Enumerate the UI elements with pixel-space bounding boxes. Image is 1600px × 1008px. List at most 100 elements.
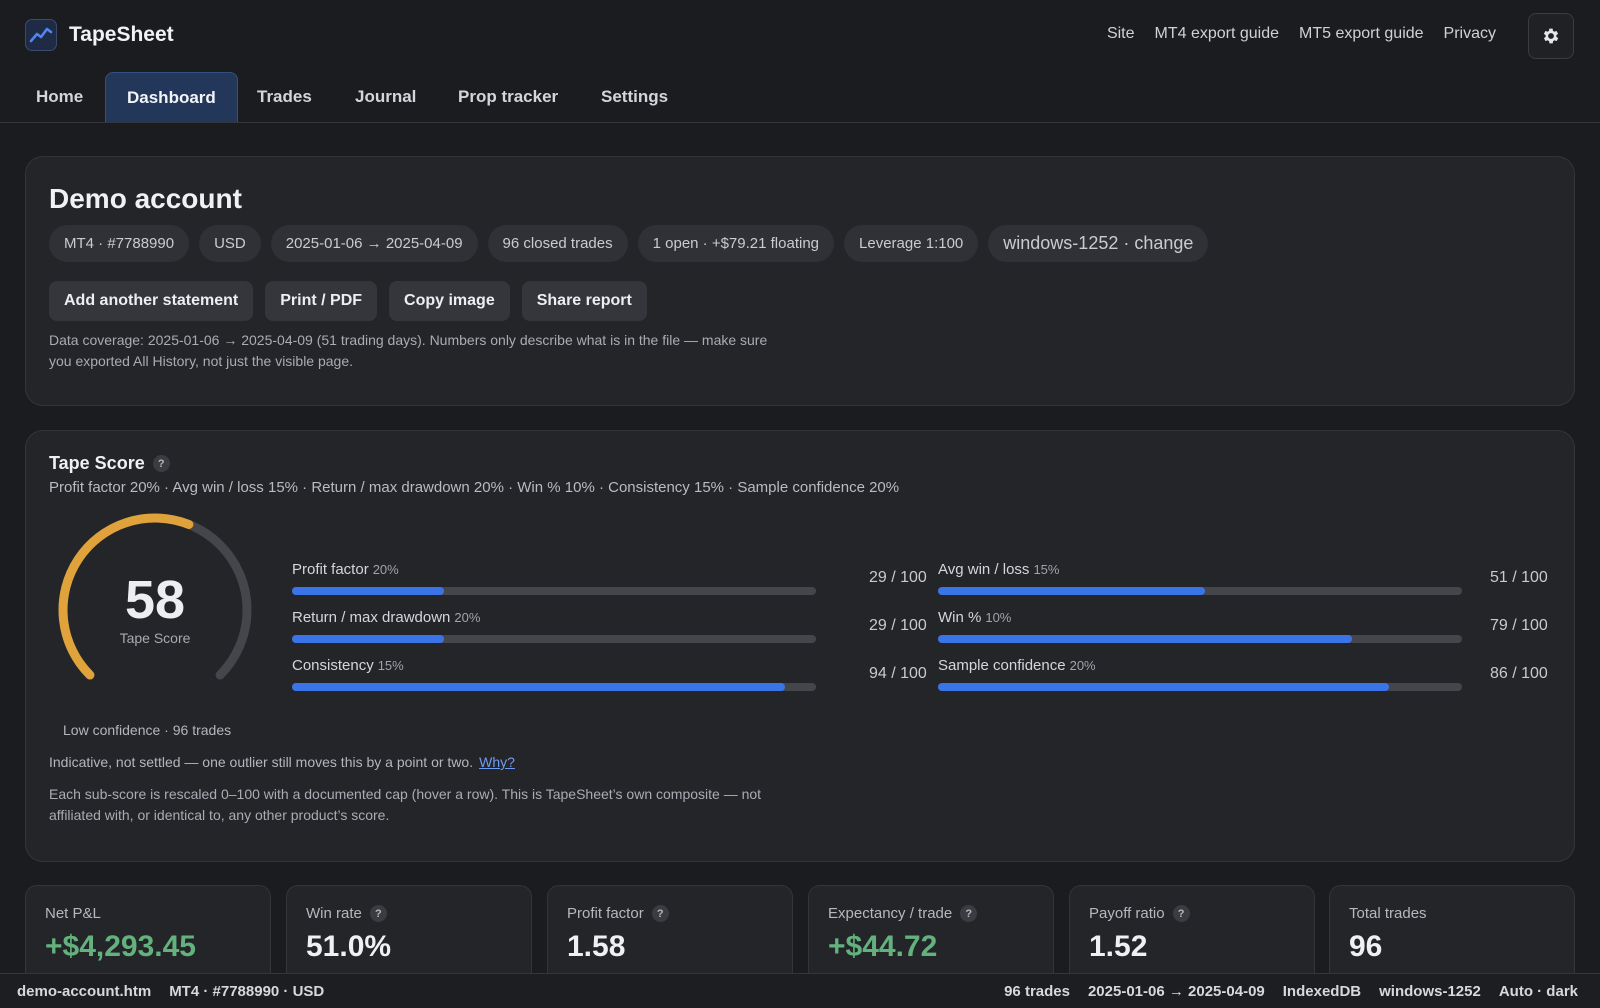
tape-score-footnote: Each sub-score is rescaled 0–100 with a … bbox=[49, 786, 762, 823]
subscore-fill bbox=[292, 683, 785, 691]
stat-label: Net P&L bbox=[45, 905, 101, 922]
subscore-name: Profit factor bbox=[292, 561, 369, 578]
stat-label: Expectancy / trade bbox=[828, 905, 953, 922]
stat-label: Win rate bbox=[306, 905, 362, 922]
subscore-name: Avg win / loss bbox=[938, 561, 1030, 578]
stat-profit-factor: Profit factor? 1.58 bbox=[547, 885, 793, 985]
tab-dashboard[interactable]: Dashboard bbox=[105, 72, 238, 122]
tab-settings[interactable]: Settings bbox=[601, 87, 669, 106]
account-actions: Add another statement Print / PDF Copy i… bbox=[49, 281, 647, 321]
main-tabs: Home Dashboard Trades Journal Prop track… bbox=[0, 72, 1600, 123]
tape-score-header: Tape Score ? bbox=[49, 453, 170, 474]
stat-value: +$4,293.45 bbox=[45, 930, 196, 963]
tape-score-label: Tape Score bbox=[119, 630, 191, 646]
subscore-weight: 20% bbox=[1069, 658, 1096, 673]
subscore-name: Consistency bbox=[292, 657, 374, 674]
subscore-weight: 20% bbox=[372, 562, 399, 577]
status-theme[interactable]: Auto · dark bbox=[1498, 983, 1578, 1000]
subscore-return-max-drawdown[interactable]: Return / max drawdown 20% 29 / 100 bbox=[292, 609, 932, 649]
help-icon[interactable]: ? bbox=[1172, 905, 1190, 922]
subscore-name: Sample confidence bbox=[938, 657, 1066, 674]
link-mt5-export-guide[interactable]: MT5 export guide bbox=[1299, 25, 1424, 42]
stat-value: 1.52 bbox=[1089, 930, 1148, 963]
stat-label: Total trades bbox=[1349, 905, 1427, 922]
subscore-value: 79 / 100 bbox=[1490, 617, 1548, 634]
stat-total-trades: Total trades 96 bbox=[1329, 885, 1575, 985]
link-mt4-export-guide[interactable]: MT4 export guide bbox=[1154, 25, 1280, 42]
subscore-name: Return / max drawdown bbox=[292, 609, 451, 626]
top-links: Site MT4 export guide MT5 export guide P… bbox=[1107, 25, 1496, 43]
low-confidence-note: Low confidence · 96 trades bbox=[63, 722, 232, 738]
why-link[interactable]: Why? bbox=[479, 754, 515, 770]
subscore-weight: 10% bbox=[985, 610, 1012, 625]
subscore-win-pct[interactable]: Win % 10% 79 / 100 bbox=[938, 609, 1578, 649]
tab-trades[interactable]: Trades bbox=[257, 87, 312, 106]
stat-value: 51.0% bbox=[306, 930, 392, 963]
chip-open-floating: 1 open · +$79.21 floating bbox=[637, 225, 835, 262]
tape-score-value: 58 bbox=[124, 570, 186, 630]
status-file: demo-account.htm bbox=[17, 983, 152, 1000]
subscore-consistency[interactable]: Consistency 15% 94 / 100 bbox=[292, 657, 932, 697]
stat-value: 96 bbox=[1349, 930, 1383, 963]
subscore-sample-confidence[interactable]: Sample confidence 20% 86 / 100 bbox=[938, 657, 1578, 697]
status-encoding: windows-1252 bbox=[1379, 983, 1481, 1000]
subscore-value: 51 / 100 bbox=[1490, 569, 1548, 586]
help-icon[interactable]: ? bbox=[369, 905, 387, 922]
stat-expectancy: Expectancy / trade? +$44.72 bbox=[808, 885, 1054, 985]
indicative-note: Indicative, not settled — one outlier st… bbox=[49, 754, 515, 770]
tape-score-panel: Tape Score ? Profit factor 20% · Avg win… bbox=[25, 430, 1575, 862]
subscore-value: 29 / 100 bbox=[869, 617, 927, 634]
tab-home[interactable]: Home bbox=[36, 87, 84, 106]
help-icon[interactable]: ? bbox=[651, 905, 669, 922]
tape-score-gauge: 58 Tape Score bbox=[52, 509, 258, 689]
subscore-fill bbox=[292, 587, 444, 595]
help-icon[interactable]: ? bbox=[152, 455, 170, 472]
subscore-weight: 15% bbox=[1033, 562, 1060, 577]
link-privacy[interactable]: Privacy bbox=[1443, 25, 1496, 42]
chart-trend-icon bbox=[25, 19, 57, 51]
stat-label: Profit factor bbox=[567, 905, 644, 922]
brand[interactable]: TapeSheet bbox=[25, 19, 174, 51]
status-trades: 96 trades bbox=[1004, 983, 1070, 1000]
subscore-fill bbox=[938, 635, 1352, 643]
stat-value: 1.58 bbox=[567, 930, 626, 963]
settings-button[interactable] bbox=[1528, 13, 1574, 59]
stat-win-rate: Win rate? 51.0% bbox=[286, 885, 532, 985]
subscore-track bbox=[938, 635, 1462, 643]
subscore-value: 29 / 100 bbox=[869, 569, 927, 586]
subscore-fill bbox=[938, 587, 1206, 595]
stat-value: +$44.72 bbox=[828, 930, 938, 963]
status-account: MT4 · #7788990 · USD bbox=[169, 983, 325, 1000]
gear-icon bbox=[1543, 28, 1559, 44]
indicative-text: Indicative, not settled — one outlier st… bbox=[49, 754, 474, 770]
tape-score-title: Tape Score bbox=[49, 453, 145, 473]
subscore-avg-win-loss[interactable]: Avg win / loss 15% 51 / 100 bbox=[938, 561, 1578, 601]
subscore-profit-factor[interactable]: Profit factor 20% 29 / 100 bbox=[292, 561, 932, 601]
stat-label: Payoff ratio bbox=[1089, 905, 1165, 922]
subscore-fill bbox=[938, 683, 1389, 691]
chip-closed-trades: 96 closed trades bbox=[487, 225, 628, 262]
subscore-weight: 15% bbox=[377, 658, 404, 673]
subscore-fill bbox=[292, 635, 444, 643]
copy-image-button[interactable]: Copy image bbox=[389, 281, 510, 321]
tab-journal[interactable]: Journal bbox=[355, 87, 417, 106]
top-bar: TapeSheet Site MT4 export guide MT5 expo… bbox=[0, 0, 1600, 72]
help-icon[interactable]: ? bbox=[960, 905, 978, 922]
chip-encoding-change[interactable]: windows-1252 · change bbox=[988, 225, 1209, 262]
account-panel: Demo account MT4 · #7788990 USD 2025-01-… bbox=[25, 156, 1575, 406]
share-report-button[interactable]: Share report bbox=[521, 281, 647, 321]
tape-score-weights: Profit factor 20% · Avg win / loss 15% ·… bbox=[49, 479, 900, 496]
gauge-fill bbox=[58, 513, 194, 680]
stat-net-pnl: Net P&L +$4,293.45 bbox=[25, 885, 271, 985]
link-site[interactable]: Site bbox=[1106, 25, 1135, 42]
subscore-track bbox=[292, 683, 816, 691]
subscore-weight: 20% bbox=[454, 610, 481, 625]
subscore-track bbox=[292, 635, 816, 643]
chip-leverage: Leverage 1:100 bbox=[844, 225, 979, 262]
add-statement-button[interactable]: Add another statement bbox=[49, 281, 254, 321]
print-pdf-button[interactable]: Print / PDF bbox=[265, 281, 378, 321]
chip-date-range: 2025-01-06 → 2025-04-09 bbox=[270, 225, 478, 262]
subscore-name: Win % bbox=[938, 609, 982, 626]
tab-prop-tracker[interactable]: Prop tracker bbox=[458, 87, 559, 106]
chip-platform: MT4 · #7788990 bbox=[49, 225, 190, 262]
